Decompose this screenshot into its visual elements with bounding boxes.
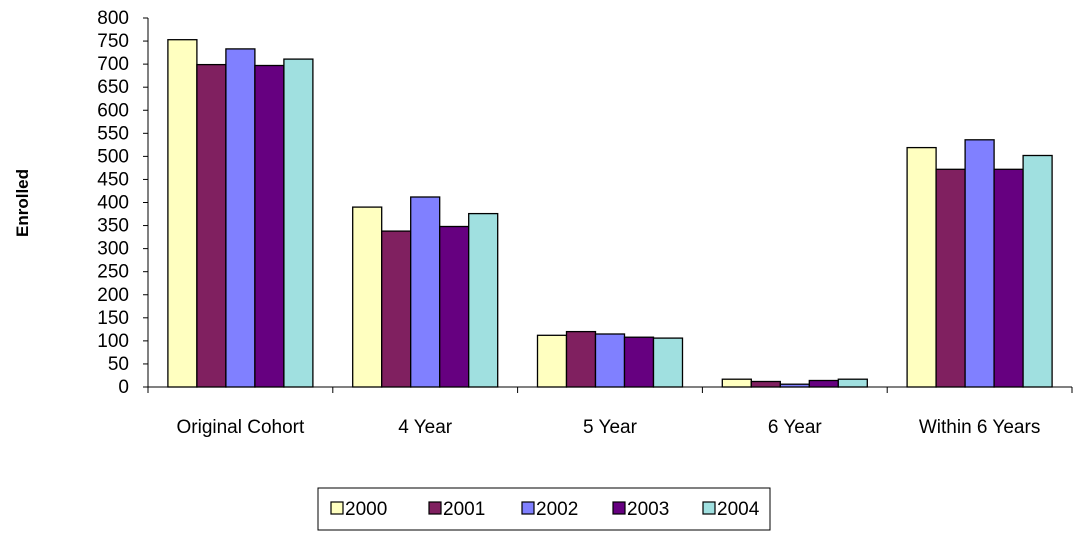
legend-box (317, 487, 771, 531)
bar-2002-4 (964, 139, 995, 388)
bar-2001-1 (381, 230, 412, 388)
legend: 2000 2001 2002 2003 2004 (317, 487, 771, 531)
bar-2002-0 (225, 48, 256, 388)
x-category-label: 5 Year (583, 417, 638, 438)
y-tick-label: 450 (97, 169, 129, 190)
legend-swatch-2003 (612, 501, 626, 515)
legend-label-2000: 2000 (345, 499, 387, 520)
bar-2004-4 (1022, 154, 1053, 388)
y-tick-label: 800 (97, 8, 129, 29)
bars-layer (167, 39, 1053, 388)
legend-swatch-2001 (428, 501, 442, 515)
y-tick-labels: 0501001502002503003504004505005506006507… (97, 8, 129, 398)
bar-2004-1 (468, 212, 499, 388)
y-tick-label: 400 (97, 193, 129, 214)
legend-label-2004: 2004 (717, 499, 760, 520)
y-tick-label: 650 (97, 77, 129, 98)
bar-2004-3 (837, 378, 868, 388)
bar-2002-1 (410, 196, 441, 388)
legend-label-2001: 2001 (443, 499, 485, 520)
bar-2000-0 (167, 39, 198, 388)
y-tick-label: 200 (97, 285, 129, 306)
y-tick-label: 600 (97, 100, 129, 121)
x-category-label: 6 Year (768, 417, 823, 438)
y-tick-label: 700 (97, 54, 129, 75)
bar-2000-4 (906, 146, 937, 388)
x-category-labels: Original Cohort 4 Year 5 Year 6 Year Within … (177, 417, 1041, 438)
bar-2000-2 (536, 334, 568, 388)
legend-label-2002: 2002 (536, 499, 578, 520)
bar-2004-0 (283, 58, 314, 388)
bar-2001-4 (935, 168, 966, 388)
bar-2003-1 (439, 225, 470, 388)
bar-2001-0 (196, 63, 227, 388)
legend-label-2003: 2003 (627, 499, 669, 520)
axes-layer (143, 17, 1073, 393)
y-axis-title: Enrolled (13, 169, 32, 237)
bar-2003-3 (808, 379, 839, 388)
bar-2001-3 (750, 380, 781, 388)
y-tick-label: 100 (97, 331, 129, 352)
y-tick-label: 0 (118, 377, 129, 398)
y-tick-label: 150 (97, 308, 129, 329)
y-tick-label: 250 (97, 262, 129, 283)
y-tick-label: 550 (97, 123, 129, 144)
y-tick-label: 500 (97, 146, 129, 167)
y-tick-label: 300 (97, 239, 129, 260)
x-category-label: Within 6 Years (919, 417, 1040, 438)
bar-2003-4 (993, 168, 1024, 388)
y-tick-label: 350 (97, 216, 129, 237)
bar-2004-2 (652, 337, 684, 388)
bar-2000-3 (721, 378, 752, 388)
x-category-label: Original Cohort (177, 417, 305, 438)
legend-swatch-2002 (521, 501, 535, 515)
bar-2002-2 (594, 333, 626, 388)
bar-2000-1 (352, 206, 383, 388)
bar-2003-2 (623, 336, 655, 388)
bar-2003-0 (254, 64, 285, 388)
legend-swatch-2004 (702, 501, 716, 515)
x-category-label: 4 Year (398, 417, 453, 438)
y-tick-label: 750 (97, 31, 129, 52)
legend-swatch-2000 (330, 501, 344, 515)
bar-2001-2 (565, 330, 597, 388)
y-tick-label: 50 (108, 354, 129, 375)
